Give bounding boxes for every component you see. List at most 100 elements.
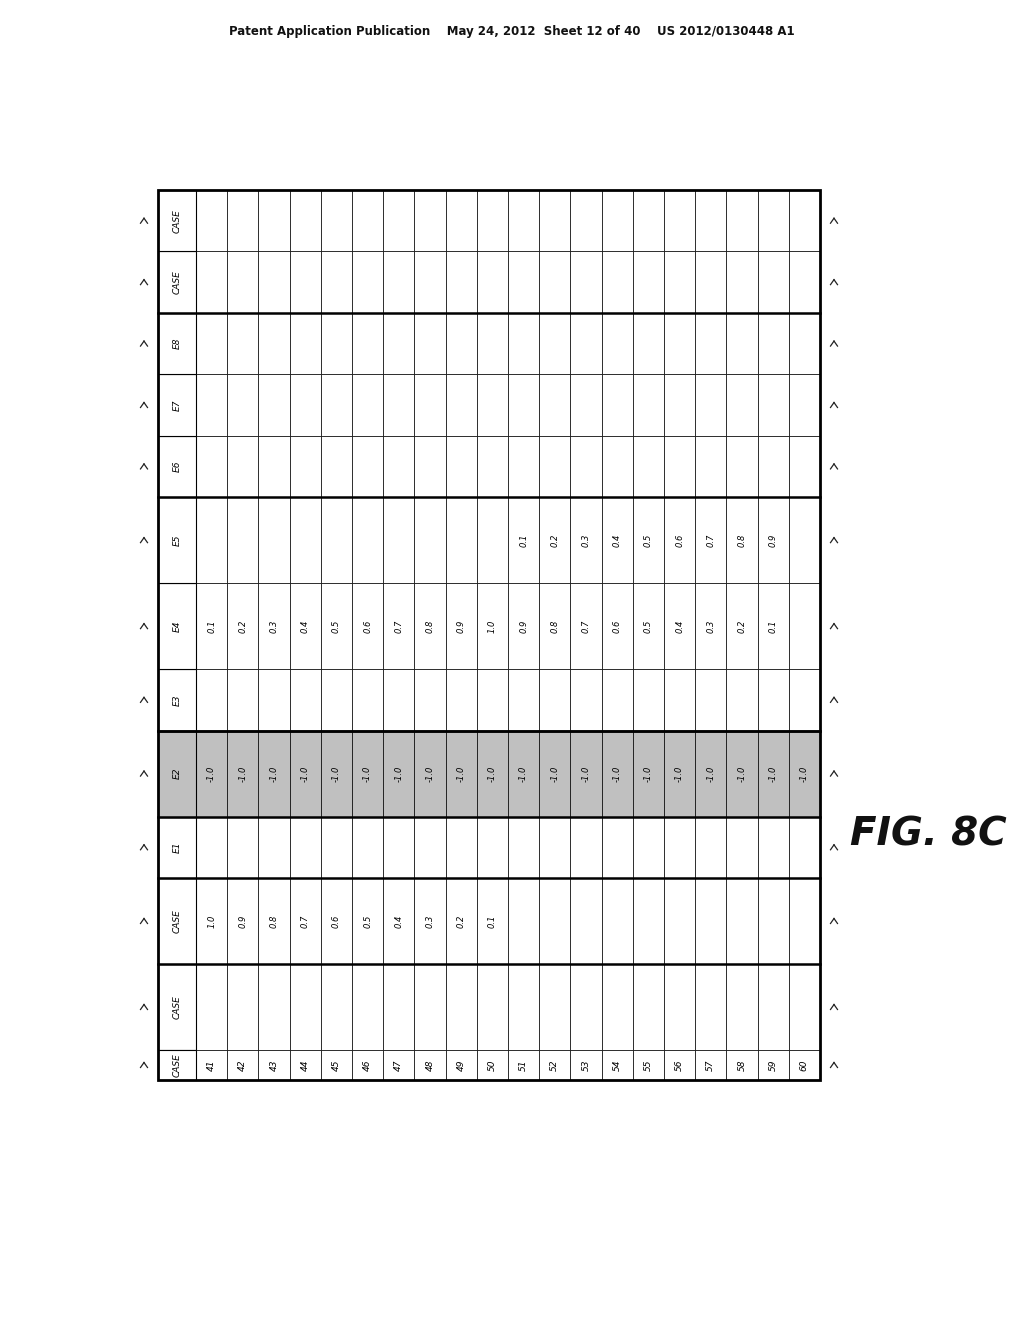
Bar bbox=[352, 1049, 383, 1080]
Bar bbox=[601, 251, 633, 313]
Bar bbox=[758, 878, 788, 964]
Bar bbox=[290, 190, 321, 251]
Bar bbox=[352, 190, 383, 251]
Bar bbox=[695, 878, 726, 964]
Bar bbox=[415, 583, 445, 669]
Text: 0.1: 0.1 bbox=[487, 915, 497, 928]
Text: 0.4: 0.4 bbox=[675, 619, 684, 632]
Bar bbox=[508, 730, 540, 817]
Bar bbox=[570, 817, 602, 878]
Bar bbox=[290, 583, 321, 669]
Text: 51: 51 bbox=[519, 1059, 528, 1071]
Text: Patent Application Publication    May 24, 2012  Sheet 12 of 40    US 2012/013044: Patent Application Publication May 24, 2… bbox=[229, 25, 795, 38]
Text: 0.3: 0.3 bbox=[582, 533, 591, 546]
Text: 54: 54 bbox=[612, 1059, 622, 1071]
Bar bbox=[633, 669, 664, 730]
Bar bbox=[158, 1049, 196, 1080]
Text: -1.0: -1.0 bbox=[364, 766, 372, 781]
Bar bbox=[227, 878, 258, 964]
Text: E5: E5 bbox=[172, 535, 181, 546]
Text: 0.7: 0.7 bbox=[582, 619, 591, 632]
Bar bbox=[788, 436, 820, 498]
Bar bbox=[383, 190, 415, 251]
Text: 43: 43 bbox=[269, 1059, 279, 1071]
Bar bbox=[726, 669, 758, 730]
Text: E2: E2 bbox=[172, 768, 181, 779]
Text: -1.0: -1.0 bbox=[737, 766, 746, 781]
Bar bbox=[664, 251, 695, 313]
Bar bbox=[695, 251, 726, 313]
Text: 0.9: 0.9 bbox=[769, 533, 777, 546]
Bar bbox=[383, 251, 415, 313]
Text: 0.6: 0.6 bbox=[364, 619, 372, 632]
Bar bbox=[477, 583, 508, 669]
Text: 55: 55 bbox=[644, 1059, 653, 1071]
Bar bbox=[540, 313, 570, 375]
Bar bbox=[415, 964, 445, 1049]
Bar bbox=[227, 817, 258, 878]
Bar bbox=[788, 1049, 820, 1080]
Bar bbox=[415, 730, 445, 817]
Text: 0.6: 0.6 bbox=[612, 619, 622, 632]
Bar bbox=[445, 375, 477, 436]
Bar bbox=[196, 251, 227, 313]
Bar bbox=[352, 878, 383, 964]
Bar bbox=[321, 1049, 352, 1080]
Bar bbox=[445, 964, 477, 1049]
Bar bbox=[258, 1049, 290, 1080]
Text: 0.7: 0.7 bbox=[394, 619, 403, 632]
Text: 0.3: 0.3 bbox=[707, 619, 716, 632]
Bar bbox=[570, 964, 602, 1049]
Bar bbox=[601, 669, 633, 730]
Text: CASE: CASE bbox=[172, 271, 181, 294]
Bar bbox=[477, 251, 508, 313]
Bar bbox=[664, 375, 695, 436]
Bar bbox=[664, 498, 695, 583]
Bar bbox=[633, 313, 664, 375]
Bar bbox=[158, 190, 820, 1080]
Text: 0.2: 0.2 bbox=[239, 619, 248, 632]
Bar bbox=[788, 817, 820, 878]
Bar bbox=[788, 669, 820, 730]
Bar bbox=[477, 669, 508, 730]
Bar bbox=[601, 1049, 633, 1080]
Bar bbox=[158, 730, 196, 817]
Text: 47: 47 bbox=[394, 1059, 403, 1071]
Bar bbox=[695, 436, 726, 498]
Bar bbox=[601, 964, 633, 1049]
Text: 0.7: 0.7 bbox=[707, 533, 716, 546]
Bar bbox=[726, 730, 758, 817]
Bar bbox=[540, 190, 570, 251]
Bar bbox=[570, 730, 602, 817]
Bar bbox=[258, 964, 290, 1049]
Bar bbox=[227, 730, 258, 817]
Bar bbox=[695, 583, 726, 669]
Bar bbox=[445, 1049, 477, 1080]
Bar bbox=[227, 190, 258, 251]
Bar bbox=[788, 498, 820, 583]
Bar bbox=[758, 817, 788, 878]
Bar bbox=[633, 1049, 664, 1080]
Bar bbox=[508, 251, 540, 313]
Bar bbox=[352, 964, 383, 1049]
Bar bbox=[383, 730, 415, 817]
Bar bbox=[258, 669, 290, 730]
Bar bbox=[695, 817, 726, 878]
Text: 53: 53 bbox=[582, 1059, 591, 1071]
Bar bbox=[196, 190, 227, 251]
Bar bbox=[445, 251, 477, 313]
Bar bbox=[726, 817, 758, 878]
Text: CASE: CASE bbox=[172, 995, 181, 1019]
Bar bbox=[383, 436, 415, 498]
Bar bbox=[383, 817, 415, 878]
Text: FIG. 8C: FIG. 8C bbox=[850, 816, 1007, 854]
Bar bbox=[258, 313, 290, 375]
Bar bbox=[664, 313, 695, 375]
Bar bbox=[540, 669, 570, 730]
Bar bbox=[758, 669, 788, 730]
Bar bbox=[158, 817, 196, 878]
Bar bbox=[321, 190, 352, 251]
Bar bbox=[695, 730, 726, 817]
Bar bbox=[788, 878, 820, 964]
Bar bbox=[601, 313, 633, 375]
